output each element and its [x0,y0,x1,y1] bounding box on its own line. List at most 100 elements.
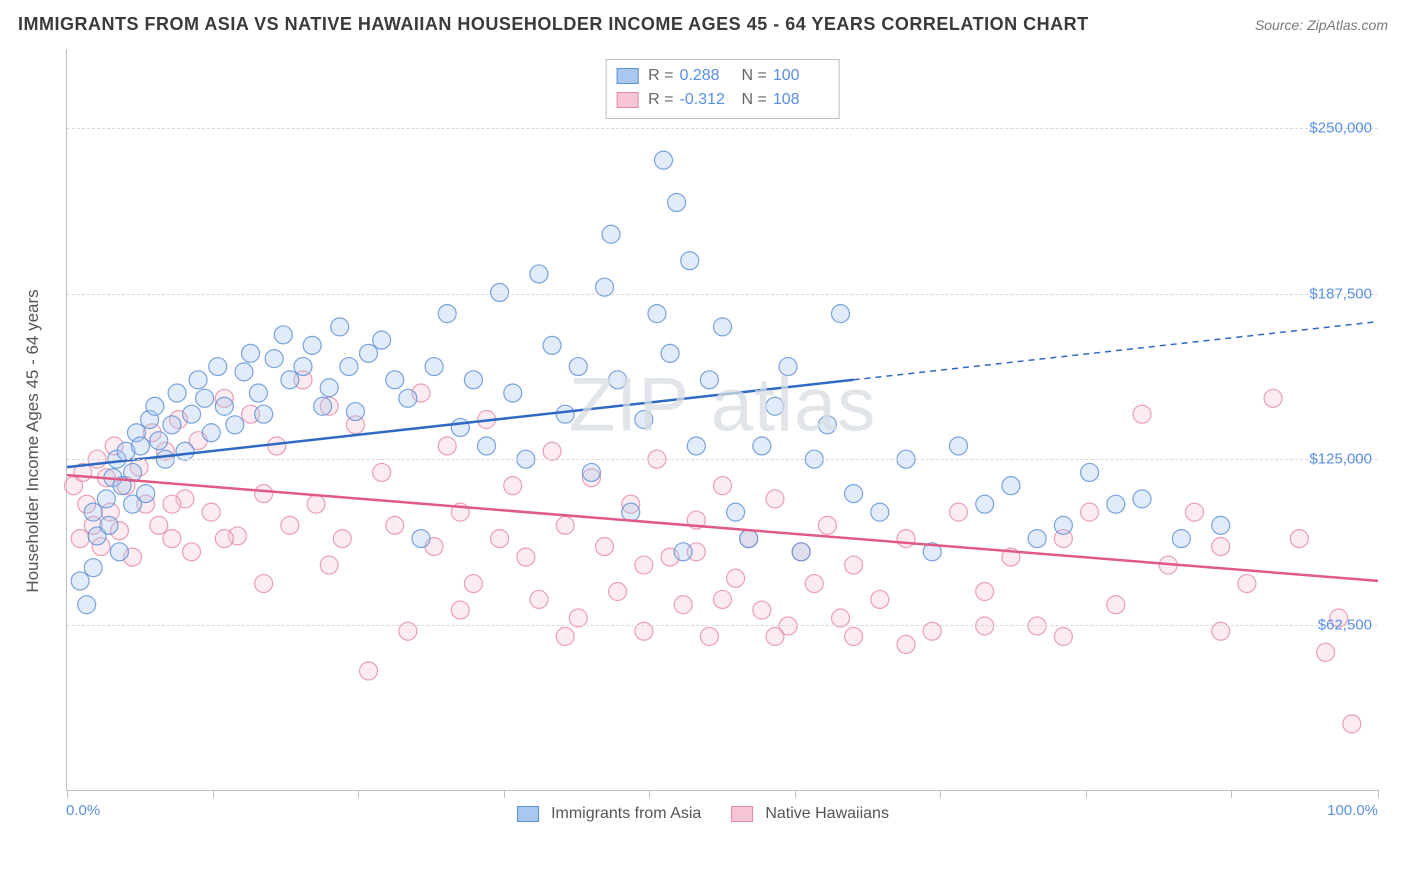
scatter-point [163,530,181,548]
stats-box: R = 0.288 N = 100 R = -0.312 N = 108 [605,59,840,119]
scatter-point [1054,628,1072,646]
scatter-point [255,485,273,503]
stats-row-hawaiian: R = -0.312 N = 108 [616,88,829,112]
scatter-point [265,350,283,368]
scatter-point [303,336,321,354]
scatter-point [249,384,267,402]
scatter-point [1081,463,1099,481]
scatter-point [78,596,96,614]
scatter-point [1133,405,1151,423]
scatter-point [1343,715,1361,733]
stat-r-label-hawaiian: R = [648,88,673,112]
scatter-point [451,601,469,619]
scatter-point [556,516,574,534]
scatter-point [556,405,574,423]
scatter-point [530,590,548,608]
scatter-point [438,305,456,323]
scatter-point [635,411,653,429]
y-tick-label: $62,500 [1318,616,1372,633]
x-tick [358,790,359,798]
scatter-point [1172,530,1190,548]
stat-n-label-hawaiian: N = [742,88,767,112]
scatter-point [71,572,89,590]
legend-item-hawaiian: Native Hawaiians [731,805,889,823]
swatch-hawaiian [616,92,638,108]
scatter-point [137,485,155,503]
scatter-point [131,437,149,455]
gridline [67,128,1378,129]
scatter-point [255,575,273,593]
scatter-point [976,495,994,513]
legend-item-asia: Immigrants from Asia [517,805,701,823]
scatter-point [766,628,784,646]
scatter-point [320,379,338,397]
scatter-point [209,358,227,376]
scatter-point [373,463,391,481]
y-axis-title: Householder Income Ages 45 - 64 years [23,289,43,592]
gridline [67,625,1378,626]
y-tick-label: $187,500 [1309,285,1372,302]
scatter-point [648,305,666,323]
stat-n-label-asia: N = [742,64,767,88]
x-axis-label-left: 0.0% [66,802,100,819]
x-tick [649,790,650,798]
scatter-point [176,442,194,460]
x-tick [1086,790,1087,798]
scatter-point [346,403,364,421]
scatter-point [438,437,456,455]
scatter-point [373,331,391,349]
scatter-point [582,463,600,481]
scatter-point [740,530,758,548]
scatter-point [215,530,233,548]
scatter-point [281,516,299,534]
chart-container: IMMIGRANTS FROM ASIA VS NATIVE HAWAIIAN … [0,0,1406,892]
x-tick [795,790,796,798]
stat-n-value-hawaiian: 108 [773,88,829,112]
scatter-point [504,384,522,402]
scatter-point [1028,617,1046,635]
scatter-point [189,371,207,389]
scatter-point [714,318,732,336]
scatter-point [274,326,292,344]
gridline [67,459,1378,460]
scatter-point [84,503,102,521]
scatter-point [779,358,797,376]
scatter-point [753,437,771,455]
scatter-point [399,389,417,407]
scatter-point [478,437,496,455]
scatter-point [949,503,967,521]
scatter-point [163,416,181,434]
scatter-point [110,543,128,561]
scatter-point [255,405,273,423]
scatter-point [1081,503,1099,521]
scatter-point [268,437,286,455]
x-tick [1231,790,1232,798]
scatter-point [281,371,299,389]
scatter-point [464,575,482,593]
scatter-point [150,432,168,450]
scatter-point [150,516,168,534]
scatter-point [831,305,849,323]
scatter-point [196,389,214,407]
scatter-point [700,628,718,646]
scatter-point [226,416,244,434]
scatter-point [556,628,574,646]
scatter-point [792,543,810,561]
scatter-point [340,358,358,376]
scatter-point [609,371,627,389]
stat-r-label-asia: R = [648,64,673,88]
swatch-asia [616,68,638,84]
scatter-point [320,556,338,574]
scatter-point [714,590,732,608]
scatter-point [202,424,220,442]
scatter-point [504,477,522,495]
scatter-point [569,358,587,376]
scatter-point [314,397,332,415]
scatter-point [753,601,771,619]
scatter-point [609,583,627,601]
scatter-point [897,530,915,548]
scatter-point [202,503,220,521]
scatter-point [805,575,823,593]
scatter-point [596,538,614,556]
scatter-point [100,516,118,534]
